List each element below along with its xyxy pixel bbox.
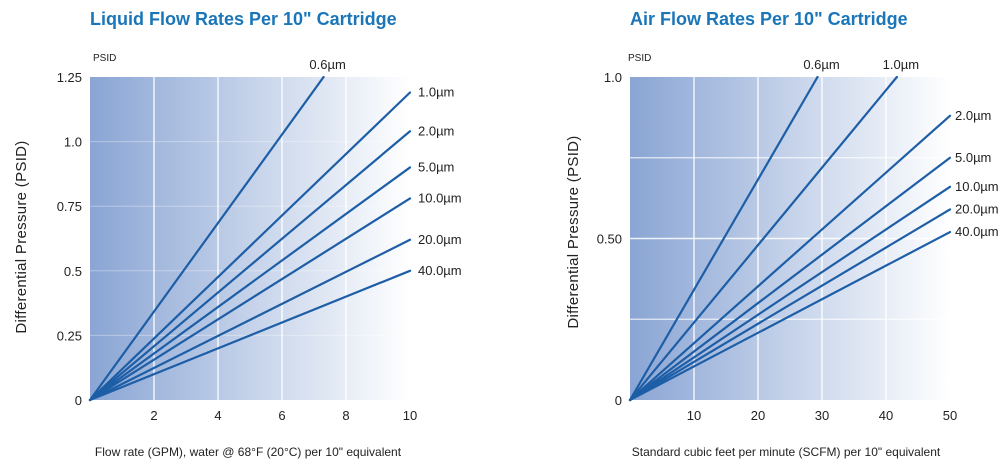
x-tick-label: 20	[751, 408, 765, 423]
y-tick-label: 0	[615, 393, 622, 408]
series-label: 0.6µm	[803, 57, 839, 72]
series-line-0-6m	[628, 75, 819, 402]
series-label: 5.0µm	[418, 159, 454, 174]
liquid-flow-chart: Liquid Flow Rates Per 10" Cartridge PSID…	[13, 9, 462, 459]
series-label: 20.0µm	[955, 201, 999, 216]
y-tick-label: 1.0	[64, 135, 82, 150]
series-label: 2.0µm	[955, 108, 991, 123]
air-flow-chart: Air Flow Rates Per 10" Cartridge PSID Di…	[565, 9, 999, 459]
x-tick-label: 2	[150, 408, 157, 423]
series-line-2-0m	[628, 114, 952, 402]
series-line-5-0m	[628, 156, 952, 402]
x-tick-label: 8	[342, 408, 349, 423]
x-tick-label: 50	[943, 408, 957, 423]
y-unit-label: PSID	[93, 53, 116, 64]
series-label: 5.0µm	[955, 150, 991, 165]
y-tick-label: 0	[75, 393, 82, 408]
series-line-10-0m	[88, 197, 412, 402]
series-label: 40.0µm	[955, 224, 999, 239]
series-label: 2.0µm	[418, 123, 454, 138]
series-label: 20.0µm	[418, 232, 462, 247]
y-tick-label: 0.25	[57, 328, 82, 343]
series-label: 40.0µm	[418, 263, 462, 278]
series-line-5-0m	[88, 166, 412, 402]
x-tick-label: 6	[278, 408, 285, 423]
y-tick-label: 1.0	[604, 70, 622, 85]
x-tick-label: 10	[403, 408, 417, 423]
x-tick-label: 40	[879, 408, 893, 423]
chart-title: Air Flow Rates Per 10" Cartridge	[630, 9, 908, 29]
series-line-40-0m	[88, 269, 412, 402]
series-line-10-0m	[628, 185, 952, 402]
series-line-40-0m	[628, 230, 952, 402]
x-tick-label: 10	[687, 408, 701, 423]
y-axis-title: Differential Pressure (PSID)	[13, 140, 30, 333]
series-line-1-0m	[628, 75, 898, 402]
chart-title: Liquid Flow Rates Per 10" Cartridge	[90, 9, 397, 29]
plot-background	[90, 77, 410, 400]
series-label: 0.6µm	[309, 57, 345, 72]
series-label: 10.0µm	[955, 179, 999, 194]
x-tick-label: 30	[815, 408, 829, 423]
series-label: 1.0µm	[883, 57, 919, 72]
x-axis-title: Flow rate (GPM), water @ 68°F (20°C) per…	[95, 445, 402, 459]
series-line-2-0m	[88, 130, 412, 402]
y-tick-label: 0.75	[57, 199, 82, 214]
series-label: 10.0µm	[418, 190, 462, 205]
series-line-0-6m	[88, 75, 325, 402]
y-axis-title: Differential Pressure (PSID)	[565, 135, 582, 328]
series-label: 1.0µm	[418, 85, 454, 100]
series-line-20-0m	[628, 208, 952, 402]
y-tick-label: 1.25	[57, 70, 82, 85]
y-tick-label: 0.50	[597, 232, 622, 247]
series-line-20-0m	[88, 238, 412, 402]
x-axis-title: Standard cubic feet per minute (SCFM) pe…	[632, 445, 941, 459]
series-line-1-0m	[88, 91, 412, 402]
y-unit-label: PSID	[628, 53, 651, 64]
x-tick-label: 4	[214, 408, 221, 423]
y-tick-label: 0.5	[64, 264, 82, 279]
